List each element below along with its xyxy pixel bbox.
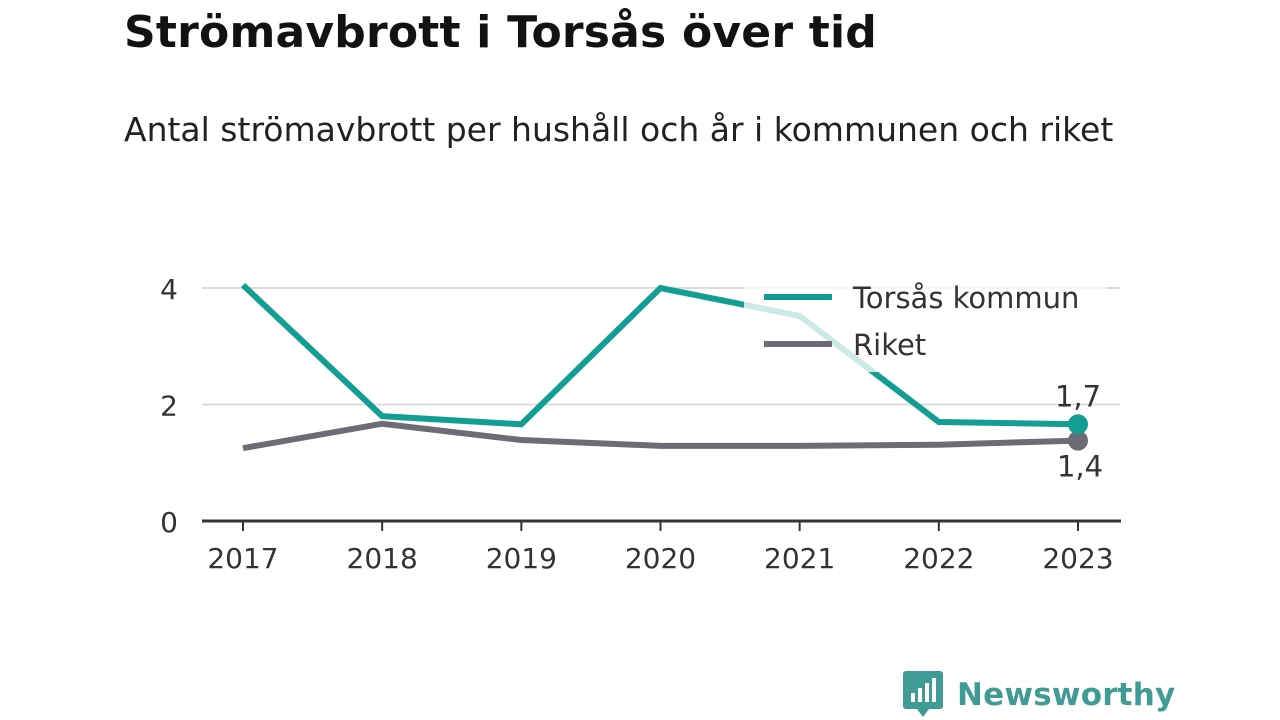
series-lines bbox=[240, 282, 1088, 452]
data-labels: 1,7 1,4 bbox=[1055, 379, 1103, 483]
chart-subtitle: Antal strömavbrott per hushåll och år i … bbox=[124, 110, 1114, 149]
series-end-point-torsas bbox=[1068, 414, 1088, 435]
x-tick-label: 2021 bbox=[764, 542, 835, 575]
newsworthy-brand: Newsworthy bbox=[903, 670, 1175, 720]
data-label-torsas: 1,7 bbox=[1055, 379, 1101, 413]
axes: 0 2 4 2017 2018 2019 2020 2021 2022 2023 bbox=[160, 273, 1121, 575]
x-tick-label: 2018 bbox=[347, 542, 418, 575]
legend-label: Riket bbox=[853, 328, 926, 362]
x-tick-label: 2023 bbox=[1042, 542, 1113, 575]
data-label-riket: 1,4 bbox=[1057, 450, 1103, 484]
legend-background bbox=[744, 266, 1106, 372]
brand-name: Newsworthy bbox=[957, 677, 1176, 713]
x-tick-label: 2017 bbox=[207, 542, 278, 575]
y-tick-label: 0 bbox=[160, 506, 178, 539]
legend-label: Torsås kommun bbox=[852, 281, 1079, 315]
y-tick-label: 4 bbox=[160, 273, 178, 306]
series-end-point-riket bbox=[1068, 430, 1088, 451]
x-tick-label: 2020 bbox=[625, 542, 696, 575]
x-tick-label: 2019 bbox=[486, 542, 557, 575]
legend: Torsås kommun Riket bbox=[744, 266, 1106, 372]
series-line-torsas bbox=[240, 282, 1079, 428]
series-line-riket bbox=[242, 420, 1079, 452]
newsworthy-logo-icon bbox=[903, 671, 943, 717]
chart-title: Strömavbrott i Torsås över tid bbox=[124, 7, 877, 58]
x-tick-label: 2022 bbox=[903, 542, 974, 575]
y-tick-label: 2 bbox=[160, 390, 178, 423]
